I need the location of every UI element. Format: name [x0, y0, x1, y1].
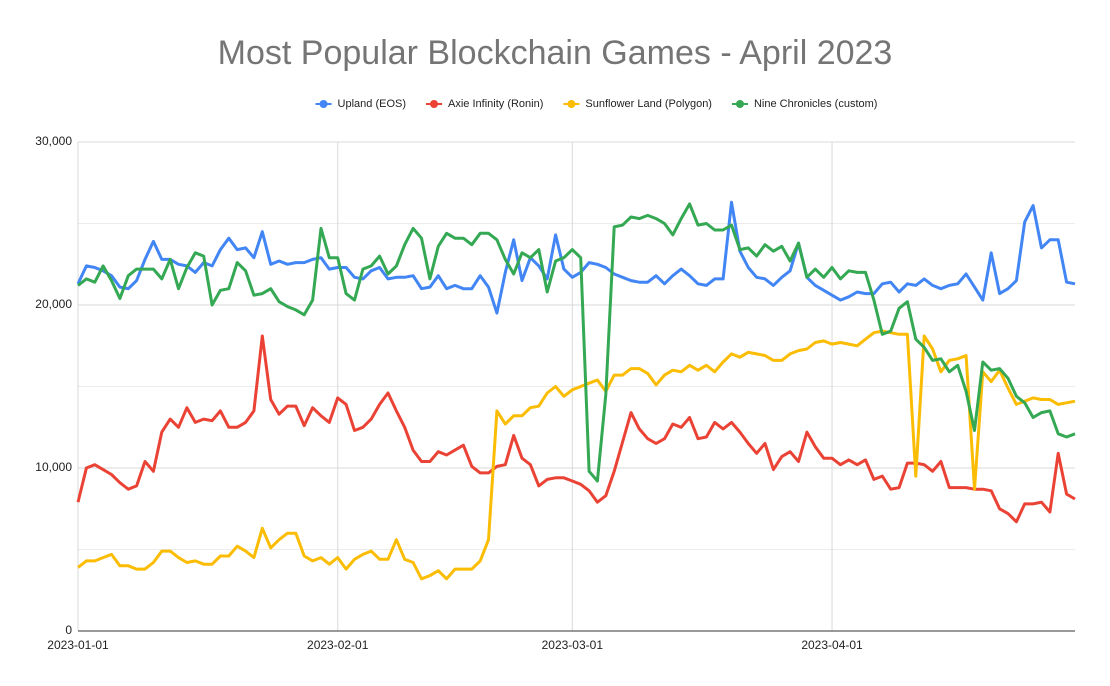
legend-marker	[735, 100, 744, 108]
y-tick-label: 0	[65, 623, 72, 637]
legend-label: Nine Chronicles (custom)	[754, 98, 877, 110]
x-tick-label: 2023-01-01	[47, 638, 109, 652]
legend-label: Axie Infinity (Ronin)	[448, 98, 543, 110]
x-tick-label: 2023-02-01	[307, 638, 369, 652]
chart-title: Most Popular Blockchain Games - April 20…	[218, 34, 893, 72]
legend-item: Sunflower Land (Polygon)	[563, 98, 712, 110]
y-tick-label: 10,000	[35, 460, 72, 474]
legend-item: Axie Infinity (Ronin)	[426, 98, 543, 110]
x-tick-label: 2023-03-01	[542, 638, 604, 652]
series-line	[77, 202, 1076, 483]
series-line	[77, 329, 1076, 581]
plot	[76, 200, 1076, 581]
legend-label: Upland (EOS)	[338, 98, 406, 110]
legend-marker	[430, 100, 439, 108]
legend-marker	[319, 100, 328, 108]
y-tick-label: 30,000	[35, 134, 72, 148]
series-line	[76, 334, 1076, 524]
y-tick-label: 20,000	[35, 297, 72, 311]
legend-item: Upland (EOS)	[315, 98, 406, 110]
legend: Upland (EOS) Axie Infinity (Ronin) Sunflow…	[315, 98, 877, 110]
legend-label: Sunflower Land (Polygon)	[585, 98, 712, 110]
series-line	[76, 200, 1076, 315]
x-tick-label: 2023-04-01	[801, 638, 863, 652]
legend-item: Nine Chronicles (custom)	[731, 98, 877, 110]
legend-marker	[567, 100, 576, 108]
grid: 0 10,000 20,000 30,000 2023-01-01 2023-02-01 2…	[35, 134, 1075, 652]
